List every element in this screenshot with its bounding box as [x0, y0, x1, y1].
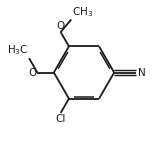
- Text: O: O: [57, 21, 65, 31]
- Text: Cl: Cl: [55, 114, 66, 124]
- Text: CH$_3$: CH$_3$: [72, 5, 93, 19]
- Text: H$_3$C: H$_3$C: [7, 44, 28, 57]
- Text: O: O: [28, 68, 37, 77]
- Text: N: N: [138, 68, 145, 77]
